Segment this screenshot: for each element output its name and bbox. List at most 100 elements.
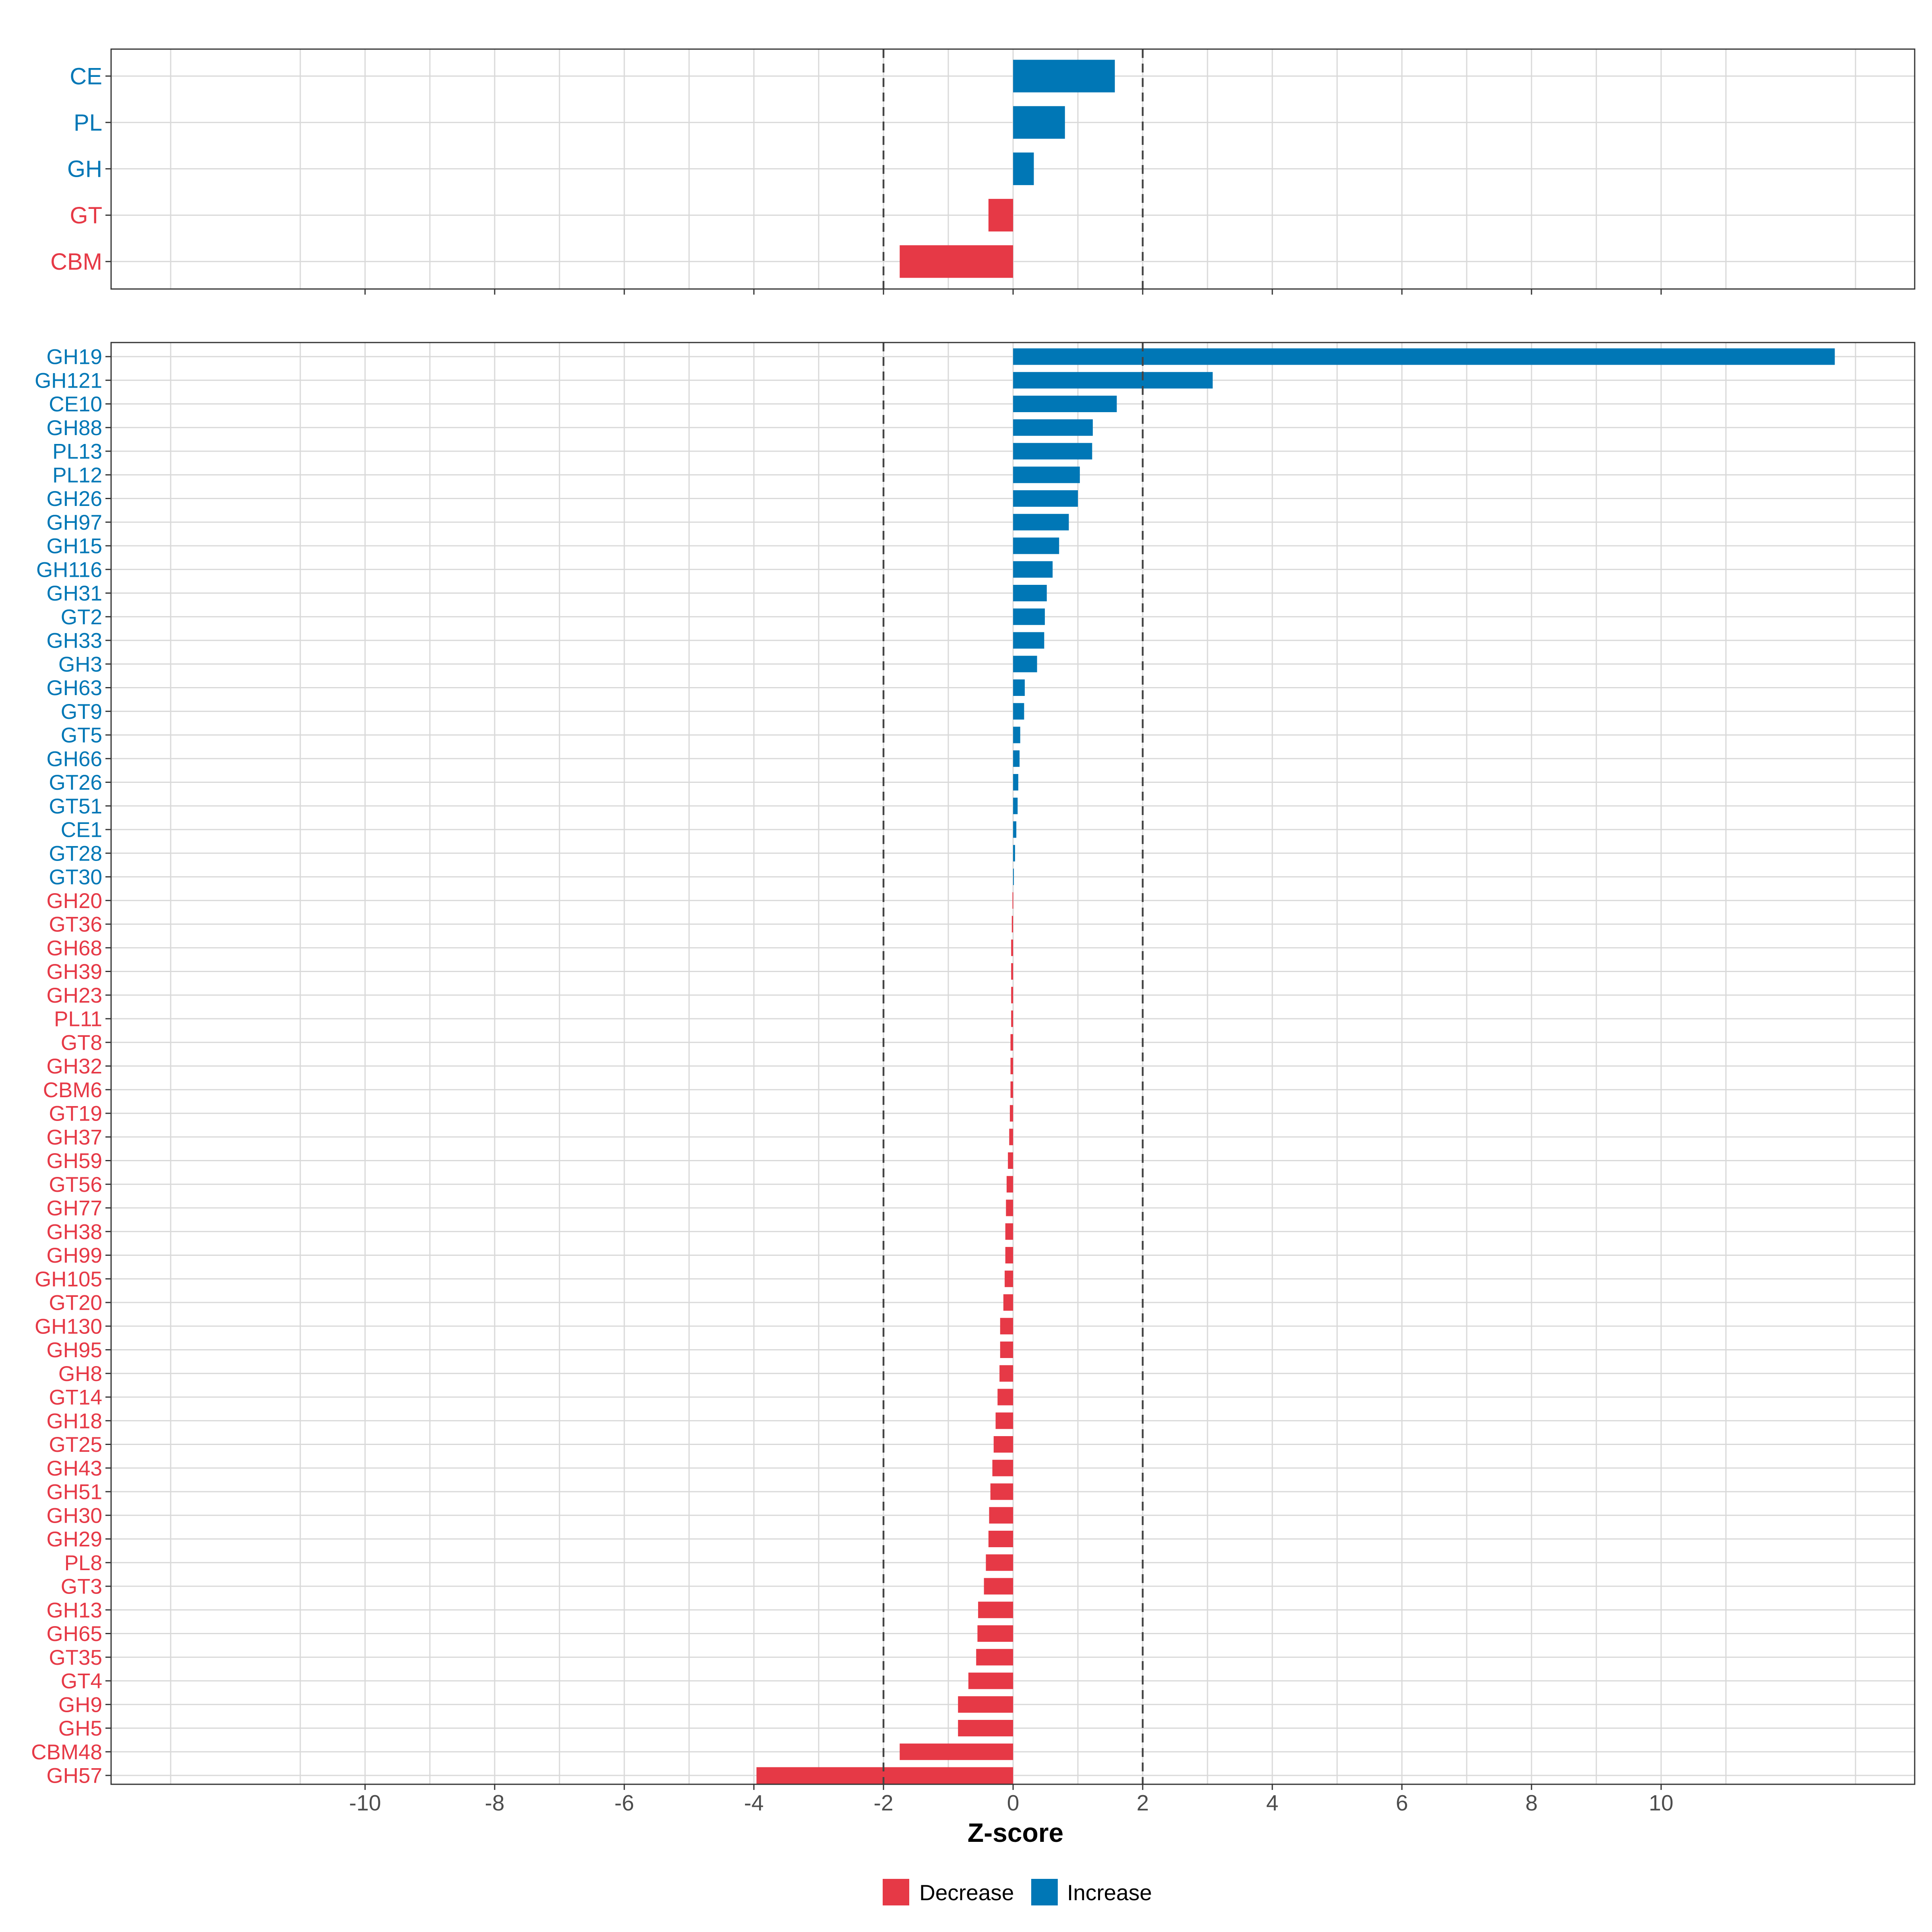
bar-GH19 <box>1013 348 1835 365</box>
category-label: GH63 <box>47 676 102 700</box>
x-tick-label: 8 <box>1525 1790 1538 1815</box>
category-label: GH15 <box>47 535 102 558</box>
category-label: GH26 <box>47 487 102 511</box>
bar-CBM6 <box>1010 1081 1013 1098</box>
bar-PL8 <box>986 1554 1013 1571</box>
category-label: GT51 <box>49 795 102 818</box>
category-label: GH37 <box>47 1125 102 1149</box>
x-tick-label: 0 <box>1007 1790 1020 1815</box>
x-tick-label: -10 <box>349 1790 381 1815</box>
x-axis: -10 -8 -6 -4 -2 0 2 4 6 8 10 <box>349 1790 1673 1815</box>
x-tick-label: 10 <box>1649 1790 1673 1815</box>
bar-GH77 <box>1006 1199 1013 1216</box>
bar-GH18 <box>995 1412 1013 1429</box>
category-label: GT5 <box>61 724 102 747</box>
bar-GH95 <box>1000 1342 1013 1358</box>
category-label: GH88 <box>47 416 102 440</box>
bar-GT25 <box>993 1436 1013 1453</box>
category-label: GH97 <box>47 511 102 535</box>
x-tick-label: -8 <box>485 1790 505 1815</box>
category-label: GH13 <box>47 1598 102 1622</box>
legend-swatch-increase <box>1031 1879 1058 1905</box>
bar-GH9 <box>958 1696 1013 1713</box>
category-label: CBM48 <box>31 1740 102 1764</box>
category-label: GH30 <box>47 1504 102 1527</box>
category-label: GT14 <box>49 1386 102 1410</box>
bar-GH26 <box>1013 490 1078 507</box>
bar-GH97 <box>1013 514 1069 530</box>
bar-GT14 <box>997 1389 1013 1406</box>
bar-GH63 <box>1013 679 1025 696</box>
bar-GH13 <box>978 1602 1013 1618</box>
bar-GH31 <box>1013 585 1047 601</box>
category-label: GT25 <box>49 1433 102 1457</box>
panel-bottom: GH19GH121CE10GH88PL13PL12GH26GH97GH15GH1… <box>31 342 1915 1790</box>
category-label: PL11 <box>54 1007 102 1031</box>
legend-label-increase: Increase <box>1067 1880 1152 1905</box>
category-label: GT36 <box>49 913 102 937</box>
bar-GH121 <box>1013 372 1213 389</box>
category-label: GH3 <box>58 652 102 676</box>
category-label: GH130 <box>35 1315 102 1338</box>
category-label: GT3 <box>61 1575 102 1599</box>
bar-GH38 <box>1005 1223 1013 1240</box>
bar-GH88 <box>1013 419 1093 436</box>
category-label: GT30 <box>49 865 102 889</box>
bar-GT28 <box>1013 845 1015 862</box>
bar-GH <box>1013 152 1034 185</box>
category-label: GH23 <box>47 984 102 1007</box>
category-label: GT9 <box>61 700 102 724</box>
bar-CBM48 <box>900 1743 1013 1760</box>
bar-GH29 <box>988 1531 1013 1547</box>
category-label: GH121 <box>35 369 102 392</box>
category-label: GH65 <box>47 1622 102 1646</box>
category-label: GH39 <box>47 960 102 984</box>
category-label: GH43 <box>47 1457 102 1480</box>
category-label: GT26 <box>49 771 102 795</box>
bar-CE1 <box>1013 821 1017 838</box>
category-label: CE1 <box>61 818 102 842</box>
bar-GH68 <box>1011 939 1013 956</box>
bar-CE <box>1013 60 1115 93</box>
panel-top: CE PL GH GT CBM <box>50 48 1915 295</box>
x-tick-label: 4 <box>1266 1790 1279 1815</box>
category-label: CBM6 <box>43 1078 102 1102</box>
bar-PL <box>1013 106 1065 139</box>
category-label: GH32 <box>47 1055 102 1078</box>
bar-CBM <box>900 245 1013 278</box>
bar-GH15 <box>1013 537 1059 554</box>
category-label: GH19 <box>47 345 102 369</box>
category-label: GH57 <box>47 1764 102 1788</box>
category-label: GT8 <box>61 1031 102 1055</box>
legend: Decrease Increase <box>883 1879 1152 1905</box>
bar-GH105 <box>1005 1270 1013 1287</box>
bar-GT56 <box>1006 1176 1013 1193</box>
category-label: GH51 <box>47 1480 102 1504</box>
x-tick-label: 2 <box>1137 1790 1149 1815</box>
category-label: GH18 <box>47 1409 102 1433</box>
category-label: GT56 <box>49 1173 102 1197</box>
bar-GH66 <box>1013 750 1020 767</box>
category-label: GT2 <box>61 605 102 629</box>
bar-PL12 <box>1013 466 1080 483</box>
category-label: GH68 <box>47 936 102 960</box>
bar-GT3 <box>984 1578 1013 1595</box>
category-label: GT19 <box>49 1102 102 1126</box>
bar-GH33 <box>1013 632 1044 649</box>
bar-GH51 <box>990 1483 1013 1500</box>
bar-GT <box>988 199 1013 232</box>
bar-PL11 <box>1011 1010 1013 1027</box>
x-tick-label: -2 <box>874 1790 894 1815</box>
legend-swatch-decrease <box>883 1879 909 1905</box>
bar-GH130 <box>1000 1318 1013 1335</box>
category-label: CE <box>70 63 102 89</box>
x-tick-label: 6 <box>1396 1790 1408 1815</box>
bar-GH116 <box>1013 561 1053 578</box>
bar-GH59 <box>1008 1152 1013 1169</box>
category-label: GH66 <box>47 747 102 771</box>
bar-GT9 <box>1013 703 1024 720</box>
category-label: GH9 <box>58 1693 102 1717</box>
bar-GH32 <box>1010 1058 1013 1074</box>
category-label: GT <box>70 202 102 229</box>
